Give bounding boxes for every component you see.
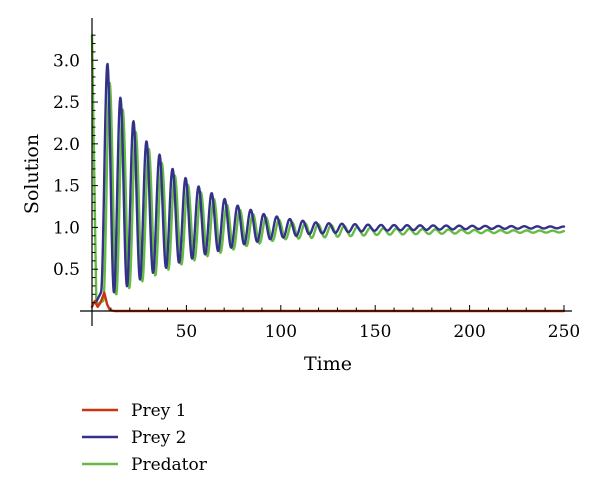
y-tick-label: 2.0 (53, 135, 80, 155)
legend-label: Predator (131, 455, 208, 475)
y-tick-label: 1.5 (53, 177, 80, 197)
x-tick-label: 150 (359, 322, 391, 342)
x-tick-label: 50 (176, 322, 198, 342)
series-line-prey-2 (94, 62, 566, 304)
legend-label: Prey 1 (131, 401, 186, 421)
series-line-prey-1 (90, 291, 566, 313)
axes: 50 100 150 200 250 0.5 1.0 1.5 2.0 2.5 3.0 (53, 18, 580, 342)
x-tick-label: 250 (548, 322, 580, 342)
series-line-predator (90, 33, 566, 306)
y-tick-label: 0.5 (53, 260, 80, 280)
legend: Prey 1 Prey 2 Predator (82, 401, 208, 475)
x-tick-label: 100 (265, 322, 297, 342)
x-axis-label: Time (304, 353, 352, 375)
y-tick-label: 1.0 (53, 218, 80, 238)
y-tick-label: 3.0 (53, 51, 80, 71)
y-tick-label: 2.5 (53, 93, 80, 113)
x-tick-label: 200 (453, 322, 485, 342)
legend-label: Prey 2 (131, 428, 186, 448)
plot-area (90, 33, 566, 313)
y-axis-label: Solution (21, 134, 43, 214)
